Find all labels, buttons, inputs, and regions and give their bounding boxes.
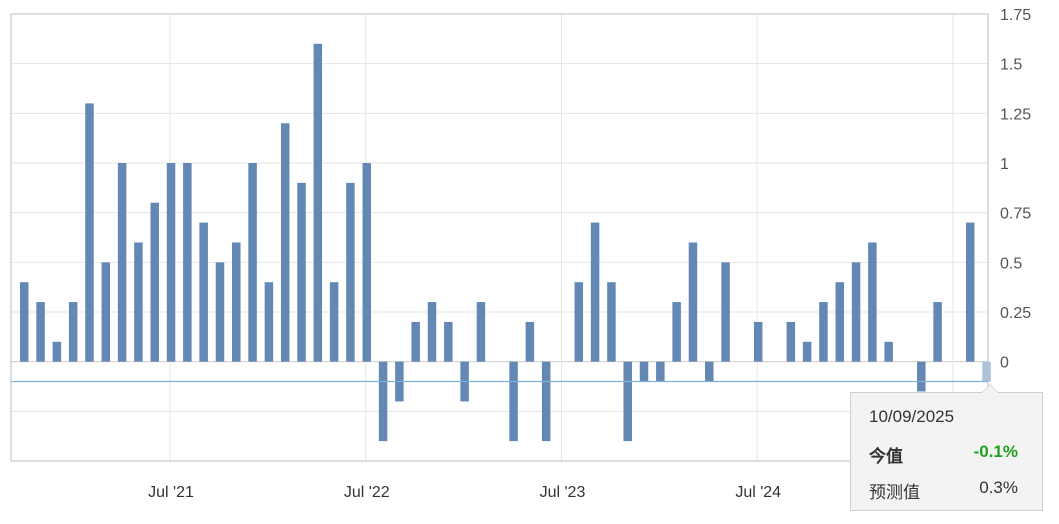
bar [607,282,616,362]
bar [378,361,388,442]
bar [329,282,339,362]
bar [672,302,681,362]
tooltip-forecast-label: 预测值 [869,483,920,502]
tooltip-actual-value: -0.1% [973,442,1018,461]
data-tooltip: 10/09/2025 今值 -0.1% 预测值 0.3% [850,384,1043,511]
bar [183,163,192,362]
bar [150,202,159,362]
bar [639,361,649,382]
y-tick-label: 1.75 [1000,7,1031,24]
bar [101,262,111,362]
bar [574,282,584,362]
bar [117,163,127,362]
y-tick-label: 0.75 [1000,206,1031,223]
bar [917,361,926,392]
bar [264,282,274,362]
bar [232,242,241,362]
bar [786,321,796,362]
y-tick-label: 0.5 [1000,255,1022,272]
bar [476,302,486,362]
bar [851,262,861,362]
bar [346,182,355,362]
bar [280,123,290,362]
bar [868,242,877,362]
bar [36,302,45,362]
bar [965,222,975,362]
x-tick-label: Jul '22 [344,484,390,501]
bar [688,242,698,362]
bar [656,361,665,382]
bar [85,103,94,362]
bar [541,361,551,442]
tooltip-date: 10/09/2025 [869,407,955,426]
bar [623,361,632,442]
bar [835,282,844,362]
bar [248,163,257,362]
y-tick-label: 1 [1000,156,1009,173]
bar [525,321,535,362]
bar [166,163,176,362]
bar [52,341,62,362]
tooltip-forecast-value: 0.3% [979,478,1018,497]
bar [199,222,208,362]
bar [705,361,714,382]
y-tick-label: 0 [1000,355,1009,372]
bar [509,361,518,442]
bar [590,222,600,362]
x-tick-label: Jul '24 [735,484,781,501]
bar [933,302,942,362]
bar [134,242,143,362]
bar [819,302,828,362]
bar [68,302,78,362]
x-tick-label: Jul '21 [148,484,194,501]
bar [297,182,306,362]
y-tick-label: 0.25 [1000,305,1031,322]
bar [802,341,812,362]
bar [721,262,730,362]
bar [215,262,225,362]
x-tick-label: Jul '23 [540,484,586,501]
tooltip-actual-label: 今值 [869,447,903,466]
bar [982,361,991,382]
bar [884,341,893,362]
plot-frame [10,13,989,462]
bar [20,282,29,362]
bar [753,321,763,362]
bar [427,302,437,362]
y-tick-label: 1.25 [1000,106,1031,123]
tooltip-arrow-fill [982,385,998,393]
bar [362,163,372,362]
y-tick-label: 1.5 [1000,57,1022,74]
bar [444,321,453,362]
bar [411,321,420,362]
bar [313,43,323,362]
